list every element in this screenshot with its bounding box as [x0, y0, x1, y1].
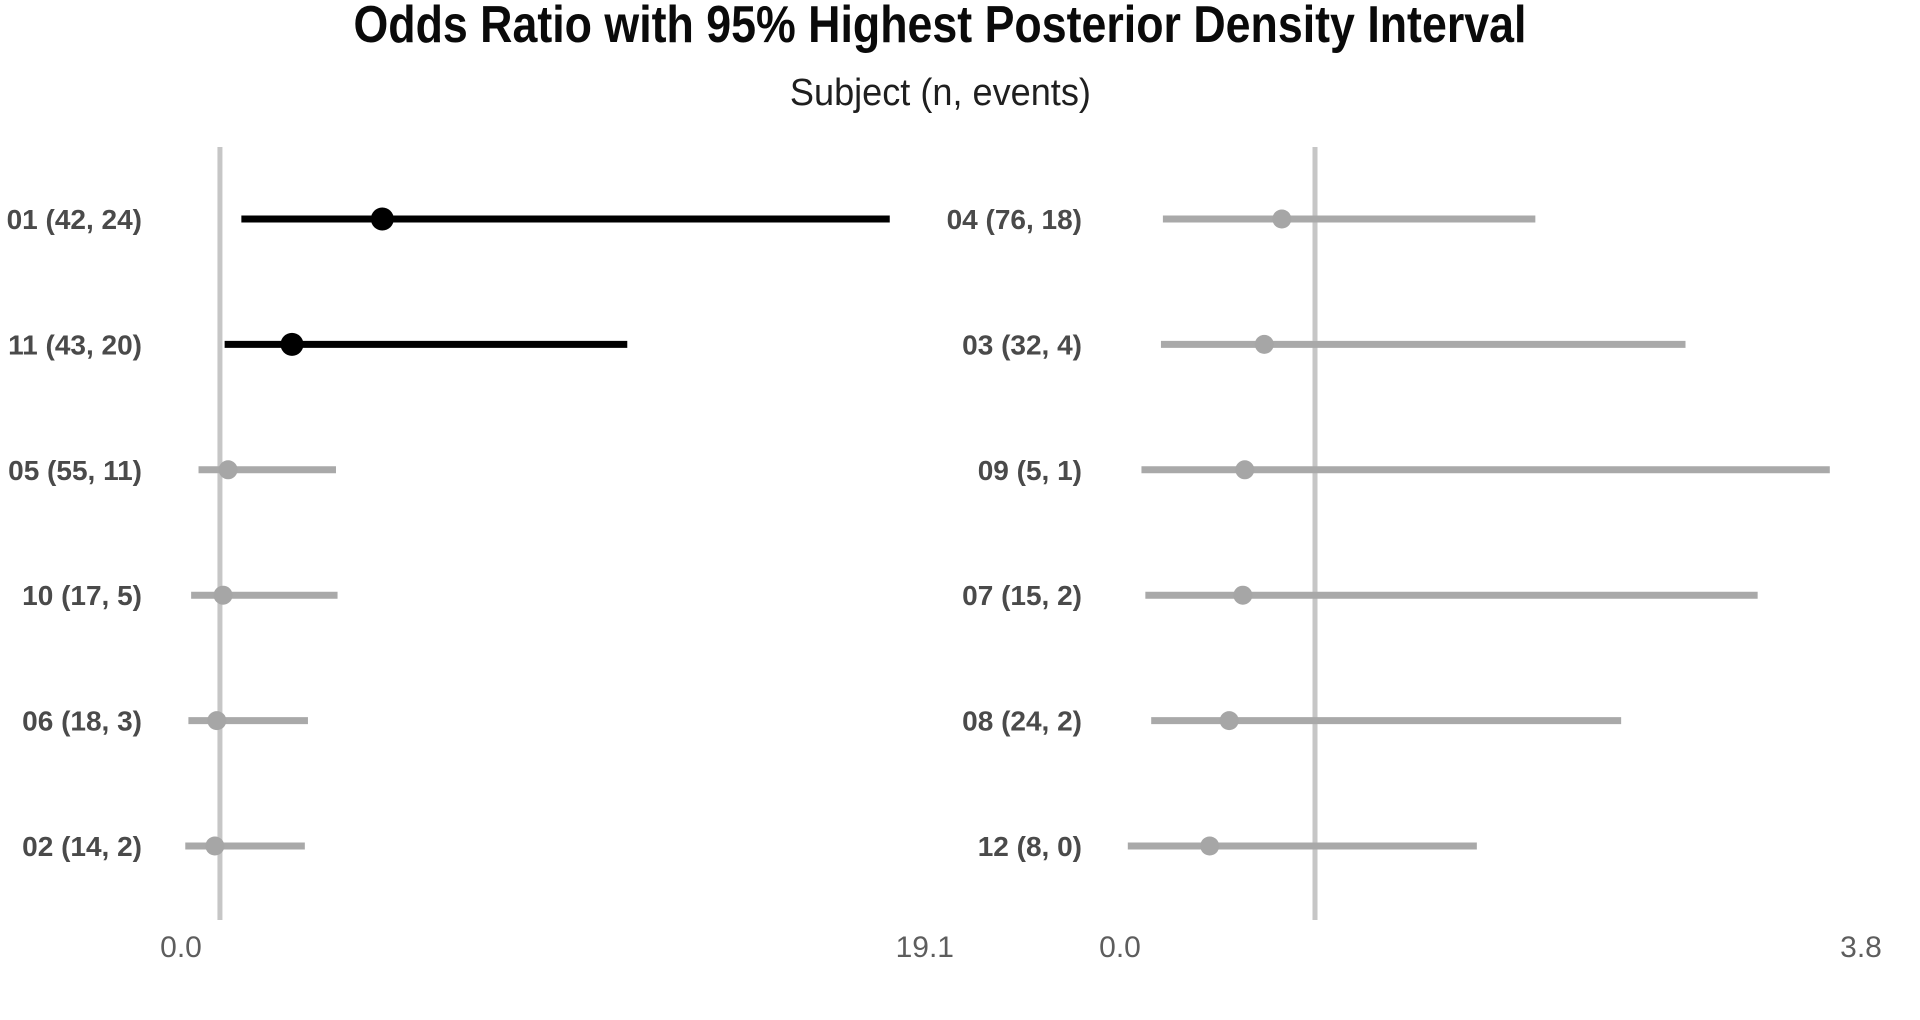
odds-ratio-dot	[218, 460, 238, 480]
odds-ratio-dot	[280, 332, 304, 356]
chart-subtitle: Subject (n, events)	[789, 72, 1091, 114]
row-label: 08 (24, 2)	[962, 706, 1082, 737]
odds-ratio-dot	[370, 207, 394, 231]
row-label: 12 (8, 0)	[978, 831, 1082, 862]
odds-ratio-dot	[1272, 209, 1292, 229]
odds-ratio-dot	[205, 836, 225, 856]
row-label: 03 (32, 4)	[962, 329, 1082, 360]
row-label: 01 (42, 24)	[7, 204, 142, 235]
row-label: 11 (43, 20)	[8, 329, 142, 360]
row-label: 10 (17, 5)	[22, 580, 142, 611]
odds-ratio-dot	[1254, 334, 1274, 354]
row-label: 05 (55, 11)	[8, 455, 142, 486]
x-tick-label: 3.8	[1840, 931, 1882, 964]
row-label: 04 (76, 18)	[947, 204, 1082, 235]
odds-ratio-dot	[207, 711, 227, 731]
chart-title: Odds Ratio with 95% Highest Posterior De…	[353, 0, 1527, 54]
odds-ratio-dot	[1200, 836, 1220, 856]
odds-ratio-dot	[1235, 460, 1255, 480]
x-tick-label: 0.0	[160, 931, 202, 964]
chart-subtitle-row: Subject (n, events)	[0, 70, 1880, 124]
x-tick-label: 0.0	[1099, 931, 1141, 964]
x-tick-label: 19.1	[896, 931, 954, 964]
row-label: 07 (15, 2)	[962, 580, 1082, 611]
odds-ratio-dot	[1233, 585, 1253, 605]
row-label: 06 (18, 3)	[22, 706, 142, 737]
row-label: 02 (14, 2)	[22, 831, 142, 862]
odds-ratio-dot	[213, 585, 233, 605]
odds-ratio-dot	[1219, 711, 1239, 731]
chart-title-row: Odds Ratio with 95% Highest Posterior De…	[0, 0, 1880, 65]
row-label: 09 (5, 1)	[978, 455, 1082, 486]
